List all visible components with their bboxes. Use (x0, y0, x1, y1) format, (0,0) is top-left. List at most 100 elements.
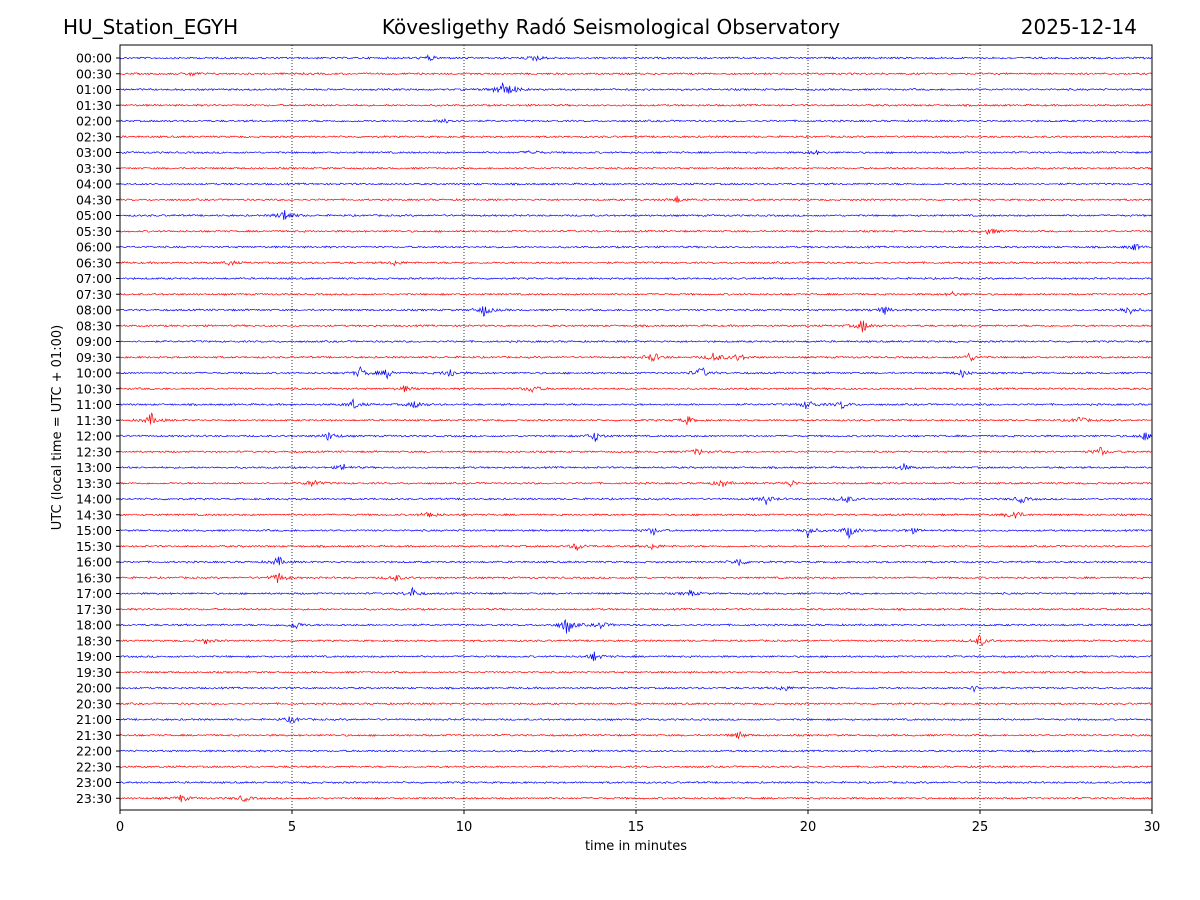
row-label: 10:00 (76, 366, 112, 381)
row-label: 00:00 (76, 51, 112, 66)
row-label: 05:30 (76, 224, 112, 239)
x-tick-label: 0 (116, 820, 124, 835)
trace-2200 (119, 749, 1152, 753)
row-label: 08:30 (76, 318, 112, 333)
row-label: 04:00 (76, 177, 112, 192)
row-label: 08:00 (76, 303, 112, 318)
row-label: 17:00 (76, 586, 112, 601)
trace-0330 (119, 166, 1152, 170)
row-label: 10:30 (76, 381, 112, 396)
row-label: 11:30 (76, 413, 112, 428)
trace-1430 (119, 511, 1152, 519)
trace-1630 (119, 572, 1152, 583)
row-label: 09:30 (76, 350, 112, 365)
trace-1900 (119, 651, 1152, 662)
row-label: 01:30 (76, 98, 112, 113)
row-label: 05:00 (76, 208, 112, 223)
trace-0430 (119, 195, 1152, 203)
trace-2130 (119, 730, 1152, 740)
row-label: 12:30 (76, 444, 112, 459)
trace-0300 (119, 149, 1152, 155)
row-label: 18:00 (76, 618, 112, 633)
row-label: 16:00 (76, 555, 112, 570)
trace-0700 (119, 276, 1152, 281)
trace-0100 (119, 81, 1152, 94)
row-label: 03:30 (76, 161, 112, 176)
x-tick-label: 15 (628, 820, 645, 835)
trace-0900 (119, 339, 1152, 344)
trace-2230 (119, 765, 1152, 769)
trace-1230 (119, 446, 1152, 457)
x-tick-label: 5 (288, 820, 296, 835)
row-label: 19:30 (76, 665, 112, 680)
row-label: 06:30 (76, 255, 112, 270)
row-label: 21:30 (76, 728, 112, 743)
trace-0500 (119, 209, 1152, 220)
row-label: 09:00 (76, 334, 112, 349)
row-label: 15:30 (76, 539, 112, 554)
trace-0130 (119, 103, 1152, 107)
trace-1500 (119, 527, 1152, 540)
row-label: 22:30 (76, 759, 112, 774)
trace-1000 (119, 365, 1152, 380)
row-label: 18:30 (76, 633, 112, 648)
trace-1830 (119, 634, 1152, 647)
row-label: 01:00 (76, 82, 112, 97)
row-label: 14:00 (76, 492, 112, 507)
trace-1030 (119, 384, 1152, 394)
row-label: 13:30 (76, 476, 112, 491)
trace-1600 (119, 556, 1152, 567)
row-label: 07:00 (76, 271, 112, 286)
trace-2100 (119, 716, 1152, 724)
row-label: 21:00 (76, 712, 112, 727)
row-label: 17:30 (76, 602, 112, 617)
row-label: 13:00 (76, 460, 112, 475)
station-label: HU_Station_EGYH (63, 15, 239, 39)
trace-1100 (119, 397, 1152, 410)
row-label: 02:30 (76, 129, 112, 144)
trace-0230 (119, 135, 1152, 139)
trace-0930 (119, 352, 1152, 362)
trace-1700 (119, 586, 1152, 597)
date-label: 2025-12-14 (1020, 15, 1137, 39)
row-label: 23:00 (76, 775, 112, 790)
row-label: 20:30 (76, 696, 112, 711)
x-axis-ticks: 0 5 10 15 20 25 30 (116, 810, 1160, 835)
trace-1130 (119, 412, 1152, 425)
row-label: 15:00 (76, 523, 112, 538)
row-label: 00:30 (76, 66, 112, 81)
trace-0030 (119, 72, 1152, 77)
trace-2300 (119, 780, 1152, 785)
row-label: 03:00 (76, 145, 112, 160)
row-label: 07:30 (76, 287, 112, 302)
x-axis-label: time in minutes (585, 839, 687, 854)
seismic-traces (119, 53, 1152, 803)
trace-1800 (119, 619, 1152, 634)
x-tick-label: 30 (1144, 820, 1161, 835)
trace-0530 (119, 228, 1152, 235)
trace-1300 (119, 463, 1152, 471)
row-label: 16:30 (76, 570, 112, 585)
row-label: 19:00 (76, 649, 112, 664)
row-label: 04:30 (76, 192, 112, 207)
grid-lines (291, 45, 981, 810)
row-label: 12:00 (76, 429, 112, 444)
x-tick-label: 25 (972, 820, 989, 835)
row-label: 20:00 (76, 681, 112, 696)
row-label: 02:00 (76, 114, 112, 129)
trace-1530 (119, 543, 1152, 551)
trace-1730 (119, 607, 1152, 611)
row-label: 14:30 (76, 507, 112, 522)
row-label: 06:00 (76, 240, 112, 255)
row-label: 11:00 (76, 397, 112, 412)
chart-title: Kövesligethy Radó Seismological Observat… (381, 15, 841, 39)
trace-0800 (119, 306, 1152, 317)
x-tick-label: 10 (456, 820, 473, 835)
trace-2330 (119, 794, 1152, 803)
trace-2000 (119, 685, 1152, 693)
row-label: 23:30 (76, 791, 112, 806)
trace-0730 (119, 290, 1152, 297)
y-axis-label: UTC (local time = UTC + 01:00) (50, 325, 65, 530)
trace-2030 (119, 702, 1152, 706)
trace-0630 (119, 260, 1152, 267)
